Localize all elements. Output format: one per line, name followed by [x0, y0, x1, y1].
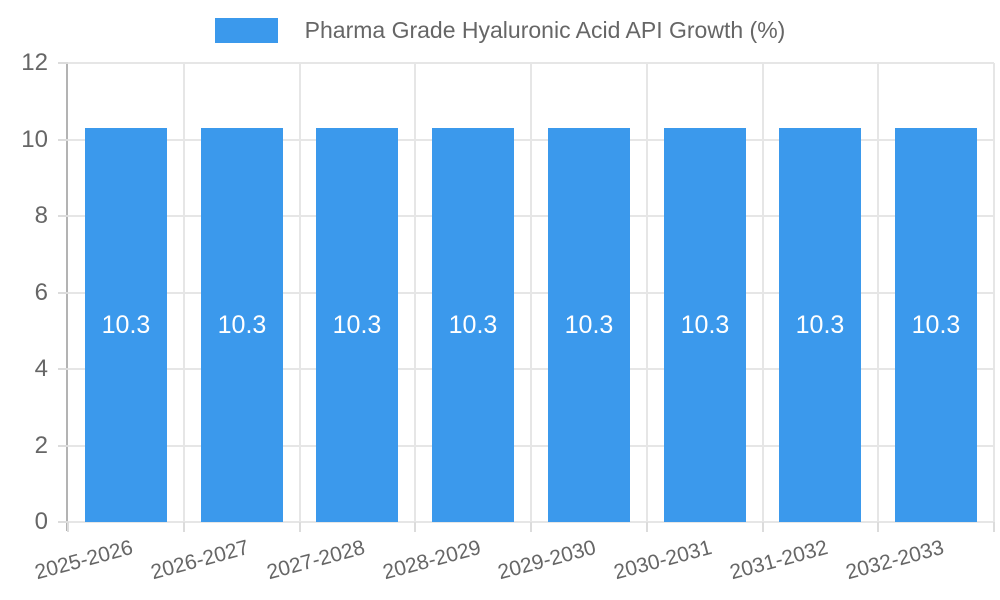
x-tick-mark — [530, 522, 532, 532]
gridline-vertical — [993, 63, 995, 522]
x-tick-mark — [414, 522, 417, 532]
y-tick-mark — [58, 215, 68, 217]
bar-value-label: 10.3 — [217, 310, 267, 339]
gridline-vertical — [298, 63, 301, 522]
bar[interactable]: 10.3 — [664, 128, 746, 522]
gridline-vertical — [182, 63, 185, 522]
plot-area: 10.3 10.3 10.3 10.3 10.3 10.3 10.3 10.3 — [66, 62, 995, 532]
legend-label: Pharma Grade Hyaluronic Acid API Growth … — [304, 16, 786, 43]
legend-swatch — [214, 17, 278, 43]
x-tick-mark — [67, 522, 69, 532]
x-tick-mark — [645, 522, 648, 532]
x-tick-label: 2025-2026 — [32, 536, 136, 585]
x-tick-mark — [182, 522, 185, 532]
x-tick-mark — [761, 522, 764, 532]
bar[interactable]: 10.3 — [201, 128, 283, 522]
bar-value-label: 10.3 — [564, 310, 614, 339]
gridline-vertical — [530, 63, 532, 522]
bar-value-label: 10.3 — [795, 310, 845, 339]
y-tick-mark — [58, 138, 68, 141]
bar[interactable]: 10.3 — [432, 128, 514, 522]
x-tick-label: 2032-2033 — [843, 536, 947, 585]
y-tick-mark — [58, 368, 68, 370]
bar-value-label: 10.3 — [911, 310, 961, 339]
y-tick-label: 2 — [34, 431, 48, 459]
x-tick-label: 2031-2032 — [727, 536, 831, 585]
bar[interactable]: 10.3 — [548, 128, 630, 522]
x-tick-label: 2030-2031 — [611, 536, 715, 585]
bar[interactable]: 10.3 — [316, 128, 398, 522]
bar-value-label: 10.3 — [680, 310, 730, 339]
y-tick-mark — [58, 444, 68, 447]
y-tick-label: 10 — [21, 125, 48, 153]
x-tick-label: 2029-2030 — [495, 536, 599, 585]
bar-value-label: 10.3 — [332, 310, 382, 339]
bar[interactable]: 10.3 — [779, 128, 861, 522]
bar[interactable]: 10.3 — [85, 128, 167, 522]
y-tick-mark — [58, 521, 68, 523]
y-tick-mark — [58, 291, 68, 294]
bar[interactable]: 10.3 — [895, 128, 977, 522]
legend[interactable]: Pharma Grade Hyaluronic Acid API Growth … — [0, 12, 1000, 48]
bar-value-label: 10.3 — [448, 310, 498, 339]
y-tick-label: 12 — [21, 49, 48, 76]
x-tick-mark — [298, 522, 301, 532]
x-tick-label: 2028-2029 — [380, 536, 484, 585]
x-tick-mark — [877, 522, 880, 532]
gridline-vertical — [645, 63, 648, 522]
gridline-vertical — [414, 63, 417, 522]
y-tick-mark — [58, 62, 68, 64]
y-tick-label: 0 — [34, 508, 48, 535]
y-axis-line — [66, 63, 68, 532]
y-tick-label: 6 — [34, 278, 48, 306]
bar-value-label: 10.3 — [101, 310, 151, 339]
x-tick-label: 2027-2028 — [264, 536, 368, 585]
x-tick-mark — [993, 522, 995, 532]
y-tick-label: 8 — [34, 202, 48, 229]
x-tick-label: 2026-2027 — [148, 536, 252, 585]
gridline-vertical — [761, 63, 764, 522]
y-tick-label: 4 — [34, 355, 48, 382]
gridline-vertical — [877, 63, 880, 522]
